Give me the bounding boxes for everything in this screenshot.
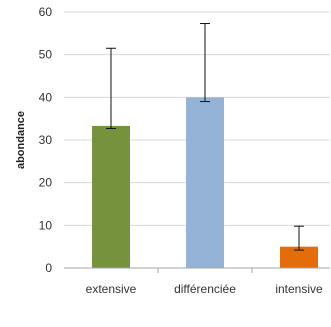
y-tick-label: 0	[45, 261, 52, 275]
y-tick-label: 30	[39, 133, 53, 147]
x-tick-label: intensive	[275, 282, 323, 296]
y-axis-label: abondance	[15, 111, 27, 169]
y-tick-label: 10	[39, 218, 53, 232]
y-tick-label: 50	[39, 48, 53, 62]
bar-0	[92, 125, 130, 268]
y-tick-label: 60	[39, 5, 53, 19]
x-tick-labels: extensive différenciée intensive	[86, 268, 323, 296]
x-tick-label: extensive	[86, 282, 137, 296]
bar-1	[186, 97, 224, 268]
bar-2	[280, 246, 318, 268]
y-tick-labels: 0 10 20 30 40 50 60	[39, 5, 53, 275]
y-tick-label: 40	[39, 90, 53, 104]
y-tick-label: 20	[39, 176, 53, 190]
x-tick-label: différenciée	[174, 282, 236, 296]
bars	[92, 97, 318, 268]
error-bars	[106, 23, 304, 251]
